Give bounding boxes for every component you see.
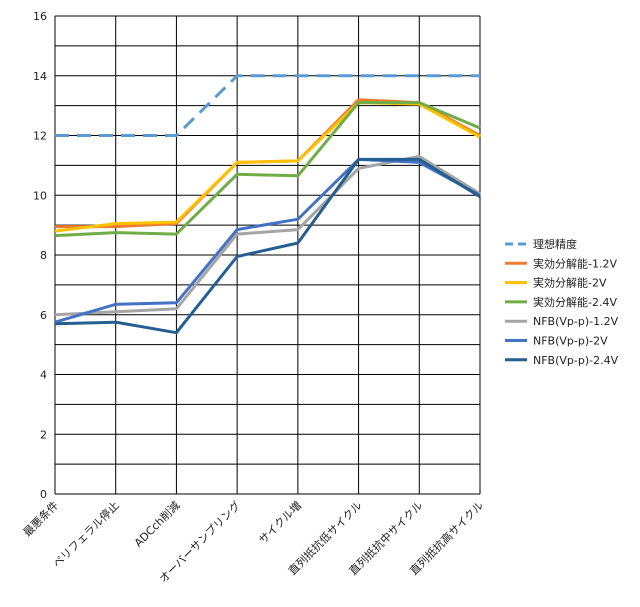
x-tick-label: サイクル増: [256, 499, 304, 547]
legend-label: 実効分解能-2.4V: [533, 295, 617, 309]
series-line-3: [54, 101, 481, 233]
y-tick-label: 10: [33, 189, 47, 202]
y-tick-label: 2: [40, 428, 47, 441]
series-line-7: [54, 157, 481, 335]
series-line-5: [54, 154, 481, 317]
legend-label: NFB(Vp-p)-1.2V: [533, 315, 619, 328]
legend-label: 実効分解能-1.2V: [533, 256, 617, 270]
series-line-1: [55, 74, 480, 137]
legend-label: NFB(Vp-p)-2V: [533, 335, 608, 348]
y-tick-label: 14: [33, 70, 47, 83]
y-tick-label: 8: [40, 249, 47, 262]
grid-lines: [54, 15, 481, 495]
series-line-4: [54, 101, 481, 238]
x-tick-label: 最悪条件: [20, 498, 61, 539]
series-lines: [54, 74, 481, 335]
legend-label: 理想精度: [533, 237, 577, 251]
legend-label: NFB(Vp-p)-2.4V: [533, 354, 619, 367]
y-tick-label: 16: [33, 10, 47, 23]
y-tick-label: 4: [40, 369, 47, 382]
y-tick-label: 6: [40, 309, 47, 322]
y-tick-label: 0: [40, 488, 47, 501]
x-tick-label: ペリフェラル停止: [50, 498, 122, 570]
legend-label: 実効分解能-2V: [533, 276, 607, 290]
y-tick-label: 12: [33, 130, 47, 143]
x-tick-label: ADCch削減: [131, 498, 182, 549]
series-line-6: [54, 157, 481, 324]
y-axis-tick-labels: 0 2 4 6 8 10 12 14 16: [33, 10, 47, 501]
